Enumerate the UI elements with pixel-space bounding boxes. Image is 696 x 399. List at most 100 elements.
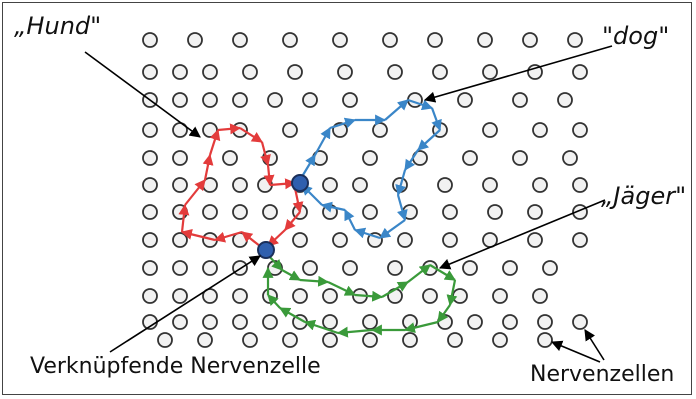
neuron-6 [382, 32, 398, 48]
blue-path-segment-12 [379, 219, 406, 239]
pointer-neurons-b [584, 329, 605, 361]
label-connector-neuron: Verknüpfende Nervenzelle [30, 354, 321, 379]
neuron-16 [337, 64, 353, 80]
pointer-neurons-a [550, 340, 601, 363]
neuron-110 [322, 288, 338, 304]
connector-neuron-upper [291, 174, 309, 192]
neuron-46 [222, 150, 238, 166]
pointer-connector [109, 255, 261, 353]
green-path-segment-6 [381, 281, 409, 298]
green-path-segment-16 [267, 294, 281, 309]
neuron-55 [172, 177, 188, 193]
neuron-51 [462, 150, 478, 166]
label-jaeger: „Jäger" [601, 182, 687, 210]
neuron-76 [442, 204, 458, 220]
neuron-132 [197, 332, 213, 348]
red-path-segment-6 [202, 153, 214, 181]
connector-neuron-lower [257, 241, 275, 259]
neuron-136 [362, 332, 378, 348]
blue-path-segment-2 [314, 127, 331, 156]
neuron-113 [422, 288, 438, 304]
neuron-33 [142, 122, 158, 138]
neuron-42 [532, 122, 548, 138]
green-path-segment-4 [327, 281, 356, 296]
neuron-43 [572, 122, 588, 138]
neuron-98 [342, 260, 358, 276]
neuron-65 [532, 177, 548, 193]
neuron-25 [232, 92, 248, 108]
neuron-1 [142, 32, 158, 48]
neuron-4 [282, 32, 298, 48]
blue-path-segment-8 [417, 129, 441, 151]
blue-path-segment-15 [320, 201, 346, 213]
neuron-106 [202, 288, 218, 304]
neuron-30 [457, 92, 473, 108]
neuron-97 [302, 260, 318, 276]
neuron-99 [387, 260, 403, 276]
neuron-19 [482, 64, 498, 80]
red-path-segment-8 [217, 123, 242, 135]
neuron-77 [487, 204, 503, 220]
neuron-13 [202, 64, 218, 80]
neuron-41 [482, 122, 498, 138]
neuron-39 [372, 122, 388, 138]
neuron-91 [572, 232, 588, 248]
pointer-hund [84, 51, 201, 138]
neuron-37 [282, 122, 298, 138]
neuron-107 [232, 288, 248, 304]
label-hund: „Hund" [14, 12, 102, 40]
green-path-segment-2 [281, 269, 301, 281]
neuron-21 [572, 64, 588, 80]
red-path-segment-11 [263, 164, 275, 187]
blue-path-segment-13 [353, 227, 381, 240]
green-path-segment-5 [354, 290, 384, 302]
neuron-57 [232, 177, 248, 193]
neuron-104 [142, 288, 158, 304]
neuron-10 [567, 32, 583, 48]
green-path-segment-9 [446, 279, 458, 307]
pointer-jaeger [438, 199, 606, 270]
blue-path-segment-10 [395, 169, 407, 197]
neuron-127 [467, 314, 483, 330]
neuron-129 [537, 314, 553, 330]
red-path-segment-12 [269, 178, 297, 190]
neuron-140 [537, 332, 553, 348]
neuron-49 [362, 150, 378, 166]
neuron-138 [447, 332, 463, 348]
red-path-segment-10 [260, 141, 271, 167]
neuron-101 [462, 260, 478, 276]
connector-neurons [257, 174, 309, 259]
neuron-120 [232, 314, 248, 330]
neuron-71 [262, 204, 278, 220]
neuron-52 [512, 150, 528, 166]
green-path-segment-15 [279, 307, 306, 323]
neuron-84 [292, 232, 308, 248]
neuron-78 [527, 204, 543, 220]
neuron-28 [342, 92, 358, 108]
label-neurons: Nervenzellen [530, 362, 675, 387]
neuron-44 [142, 150, 158, 166]
neuron-53 [562, 150, 578, 166]
blue-path-segment-5 [384, 99, 409, 121]
neuron-69 [202, 204, 218, 220]
neuron-54 [142, 177, 158, 193]
red-path-segment-3 [180, 228, 216, 242]
neuron-23 [172, 92, 188, 108]
neuron-88 [442, 232, 458, 248]
neuron-102 [502, 260, 518, 276]
neuron-12 [172, 64, 188, 80]
neuron-93 [172, 260, 188, 276]
neuron-92 [142, 260, 158, 276]
neuron-130 [572, 314, 588, 330]
green-path-segment-3 [299, 275, 330, 287]
neuron-126 [437, 314, 453, 330]
neuron-128 [502, 314, 518, 330]
neuron-85 [332, 232, 348, 248]
label-dog: "dog" [602, 22, 670, 50]
red-path-segment-7 [208, 128, 221, 156]
green-path-segment-11 [403, 320, 439, 334]
neuron-123 [322, 314, 338, 330]
neuron-35 [202, 122, 218, 138]
red-path-segment-5 [184, 179, 206, 206]
neuron-9 [522, 32, 538, 48]
